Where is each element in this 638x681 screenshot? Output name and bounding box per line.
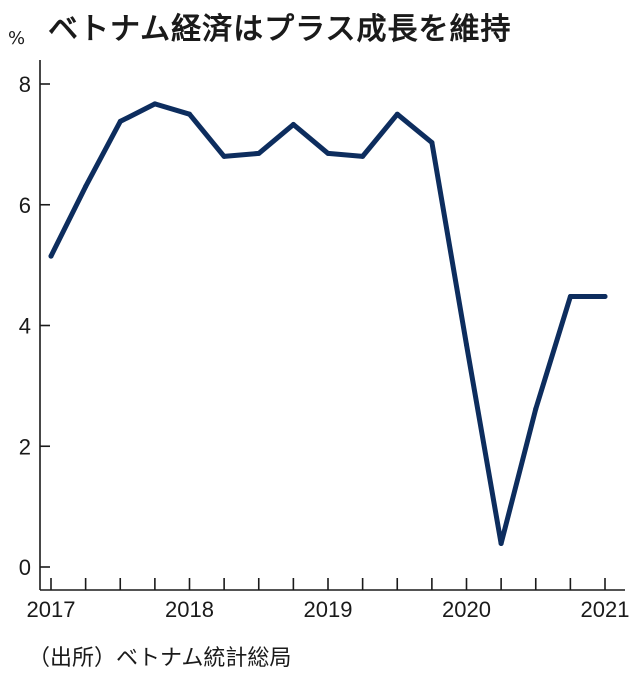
data-point xyxy=(602,294,608,299)
data-point xyxy=(325,150,331,156)
data-point xyxy=(360,153,366,159)
data-point xyxy=(290,122,296,127)
x-ticks: 2017 2018 2019 2020 2021 xyxy=(27,578,630,622)
data-point xyxy=(394,111,400,117)
x-tick-label: 2019 xyxy=(304,597,353,622)
data-point xyxy=(464,342,469,348)
data-point xyxy=(567,294,573,299)
y-tick-label: 4 xyxy=(19,314,31,339)
data-point xyxy=(256,150,262,156)
source-note: （出所）ベトナム統計総局 xyxy=(28,646,292,671)
data-point xyxy=(498,541,504,546)
data-point xyxy=(429,140,435,146)
y-tick-label: 2 xyxy=(19,434,31,459)
x-tick-label: 2018 xyxy=(165,597,214,622)
data-point xyxy=(221,153,227,159)
x-tick-label: 2020 xyxy=(442,597,491,622)
data-point xyxy=(117,118,123,124)
y-tick-label: 0 xyxy=(19,555,31,580)
data-point xyxy=(187,111,192,117)
series-line xyxy=(48,101,608,546)
y-tick-label: 8 xyxy=(19,72,31,97)
y-tick-label: 6 xyxy=(19,193,31,218)
y-unit-label: % xyxy=(8,28,26,49)
data-point xyxy=(48,253,54,259)
y-ticks: 0 2 4 6 8 xyxy=(19,72,50,580)
chart-title: ベトナム経済はプラス成長を維持 xyxy=(48,12,512,47)
x-tick-label: 2017 xyxy=(27,597,76,622)
data-point xyxy=(533,406,539,412)
series-layer xyxy=(48,101,608,546)
data-point xyxy=(83,184,89,190)
x-tick-label: 2021 xyxy=(581,597,630,622)
data-point xyxy=(152,101,158,107)
